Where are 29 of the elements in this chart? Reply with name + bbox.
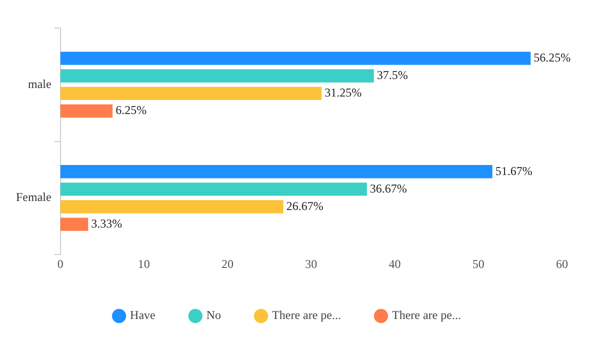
- x-tick-label: 30: [305, 256, 318, 271]
- x-tick-label: 40: [388, 256, 401, 271]
- bar: [60, 200, 284, 214]
- y-tick-label: Female: [16, 190, 52, 204]
- legend-label: Have: [130, 308, 156, 322]
- data-label: 51.67%: [495, 164, 532, 178]
- legend-label: No: [206, 308, 222, 322]
- bar: [60, 104, 113, 118]
- y-tick-label: male: [28, 76, 52, 91]
- x-tick-label: 0: [57, 256, 64, 271]
- bar: [60, 218, 88, 231]
- data-label: 6.25%: [116, 103, 147, 118]
- legend-label: There are pe...: [272, 308, 341, 322]
- data-label: 3.33%: [91, 216, 122, 230]
- bar: [60, 165, 492, 178]
- data-label: 36.67%: [370, 181, 407, 196]
- data-label: 56.25%: [534, 50, 571, 64]
- x-tick-label: 60: [556, 256, 568, 271]
- x-tick-label: 10: [138, 256, 150, 271]
- bar: [60, 86, 322, 100]
- bar: [60, 52, 531, 65]
- data-label: 37.5%: [376, 68, 408, 82]
- x-tick-label: 50: [472, 256, 484, 271]
- bar: [60, 69, 374, 82]
- legend-label: There are pe...: [392, 308, 461, 322]
- data-label: 31.25%: [324, 86, 362, 100]
- bar: [60, 182, 367, 196]
- x-tick-label: 20: [222, 256, 234, 271]
- data-label: 26.67%: [286, 198, 324, 213]
